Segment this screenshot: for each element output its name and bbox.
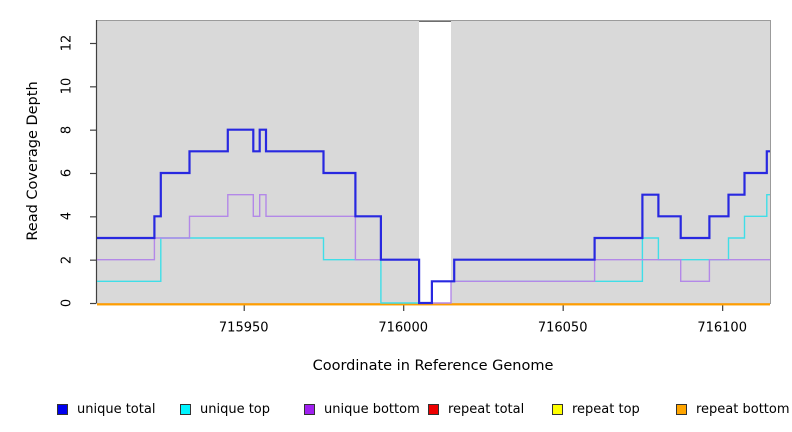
x-tick-label: 716100	[697, 320, 747, 336]
y-tick-label: 12	[59, 34, 75, 52]
no-data-region	[419, 21, 452, 305]
series-unique-total	[97, 128, 770, 305]
y-tick-label: 10	[59, 78, 75, 95]
y-tick-label: 2	[59, 255, 75, 264]
y-tick-label: 4	[59, 212, 75, 221]
y-tick-label: 8	[59, 125, 75, 134]
y-tick-label: 6	[59, 168, 75, 178]
x-axis-label: Coordinate in Reference Genome	[312, 358, 554, 374]
x-tick-label: 715950	[218, 320, 269, 336]
x-tick-label: 716000	[378, 320, 429, 336]
y-axis-label: Read Coverage Depth	[25, 81, 41, 241]
series-unique-top	[97, 194, 770, 304]
y-tick-label: 0	[59, 298, 75, 308]
plot-panel	[97, 20, 771, 305]
series-unique-bottom	[97, 194, 770, 304]
x-tick-label: 716050	[537, 320, 588, 336]
